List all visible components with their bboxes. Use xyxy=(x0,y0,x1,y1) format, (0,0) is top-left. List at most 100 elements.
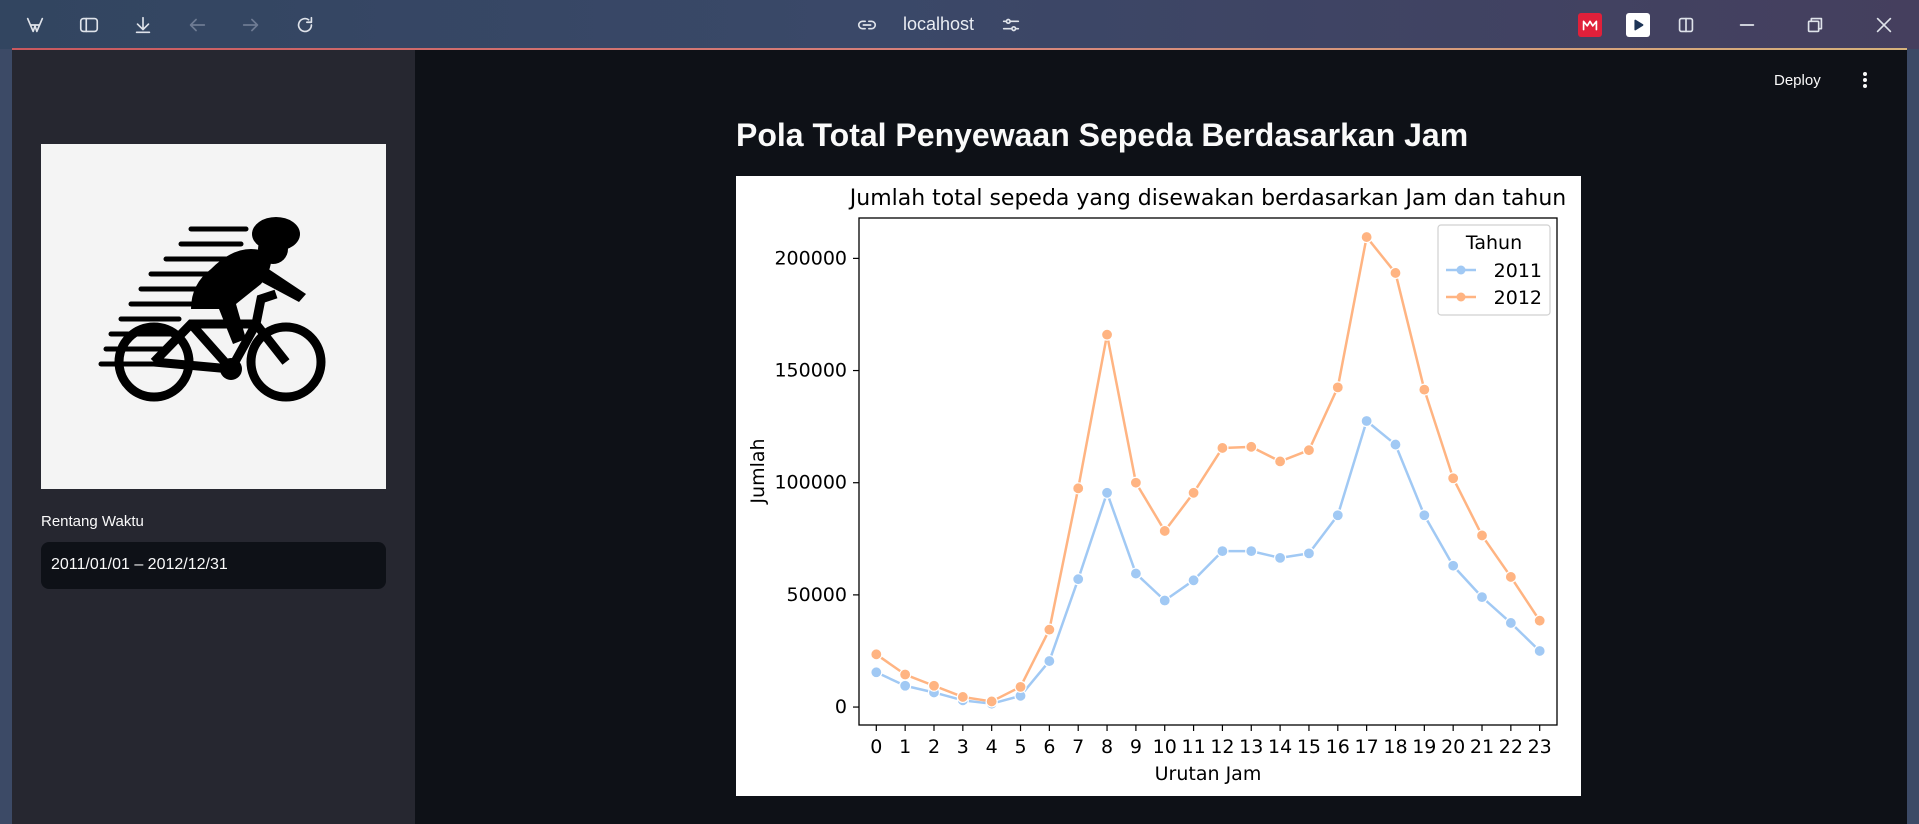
tab-accent-line xyxy=(12,48,1907,50)
restore-icon[interactable] xyxy=(1802,12,1828,38)
x-tick-label: 2 xyxy=(928,736,940,758)
x-tick-label: 7 xyxy=(1072,736,1084,758)
data-point-2011 xyxy=(1475,591,1489,604)
data-point-2011 xyxy=(1216,545,1229,558)
chart-container: Jumlah total sepeda yang disewakan berda… xyxy=(736,176,1581,796)
x-tick-label: 21 xyxy=(1470,736,1494,758)
data-point-2011 xyxy=(1129,567,1142,580)
download-icon[interactable] xyxy=(130,12,156,38)
data-point-2011 xyxy=(899,679,912,692)
close-icon[interactable] xyxy=(1871,12,1897,38)
data-point-2012 xyxy=(1475,529,1489,542)
x-tick-label: 12 xyxy=(1210,736,1234,758)
page-title: Pola Total Penyewaan Sepeda Berdasarkan … xyxy=(736,117,1469,153)
data-point-2012 xyxy=(985,695,998,708)
data-point-2012 xyxy=(1216,441,1229,455)
data-point-2012 xyxy=(899,668,912,681)
y-tick-label: 50000 xyxy=(787,584,847,606)
site-settings-icon[interactable] xyxy=(998,12,1024,38)
data-point-2012 xyxy=(1187,486,1200,499)
sidebar-toggle-icon[interactable] xyxy=(76,12,102,38)
extension-icon[interactable] xyxy=(1626,13,1650,37)
data-point-2011 xyxy=(1072,573,1085,586)
plot-area xyxy=(858,217,1558,726)
data-point-2011 xyxy=(1331,509,1344,522)
legend-label-2012: 2012 xyxy=(1494,287,1542,309)
data-point-2012 xyxy=(1245,440,1258,453)
cyclist-logo-image xyxy=(41,144,386,489)
data-point-2012 xyxy=(1447,472,1460,485)
x-tick-label: 22 xyxy=(1499,736,1523,758)
data-point-2011 xyxy=(1158,594,1171,607)
cyclist-icon xyxy=(98,217,326,402)
y-tick-label: 150000 xyxy=(774,360,847,382)
line-chart: Jumlah total sepeda yang disewakan berda… xyxy=(747,186,1566,785)
x-tick-label: 11 xyxy=(1181,736,1205,758)
y-axis-label: Jumlah xyxy=(747,438,769,504)
x-tick-label: 8 xyxy=(1101,736,1113,758)
x-tick-label: 0 xyxy=(870,736,882,758)
data-point-2012 xyxy=(1129,476,1142,489)
data-point-2011 xyxy=(1302,547,1316,560)
data-point-2012 xyxy=(1389,266,1402,280)
data-point-2011 xyxy=(1418,509,1431,522)
x-tick-label: 4 xyxy=(986,736,998,758)
back-icon[interactable] xyxy=(184,12,210,38)
minimize-icon[interactable] xyxy=(1734,12,1760,38)
x-tick-label: 19 xyxy=(1412,736,1436,758)
x-tick-label: 16 xyxy=(1326,736,1350,758)
extension-icon[interactable] xyxy=(1578,13,1602,37)
data-point-2012 xyxy=(1158,524,1171,538)
data-point-2011 xyxy=(870,666,883,679)
main-content: Deploy Pola Total Penyewaan Sepeda Berda… xyxy=(415,50,1907,824)
data-point-2012 xyxy=(927,679,941,692)
date-range-label: Rentang Waktu xyxy=(41,513,144,530)
data-point-2012 xyxy=(1072,482,1085,495)
y-tick-label: 200000 xyxy=(774,247,847,269)
data-point-2012 xyxy=(1504,570,1517,584)
browser-toolbar: localhost xyxy=(0,0,1919,50)
data-point-2011 xyxy=(1100,486,1114,499)
forward-icon[interactable] xyxy=(238,12,264,38)
data-point-2012 xyxy=(1014,680,1027,693)
date-range-input[interactable]: 2011/01/01 – 2012/12/31 xyxy=(41,542,386,589)
app-logo-icon[interactable] xyxy=(22,12,48,38)
data-point-2012 xyxy=(1418,383,1431,396)
data-point-2011 xyxy=(1245,545,1258,558)
data-point-2012 xyxy=(1302,444,1316,457)
data-point-2011 xyxy=(1533,644,1546,658)
window-edge xyxy=(1907,50,1919,824)
x-tick-label: 13 xyxy=(1239,736,1263,758)
x-tick-label: 3 xyxy=(957,736,969,758)
x-tick-label: 14 xyxy=(1268,736,1292,758)
main-menu-icon[interactable] xyxy=(1855,70,1875,92)
data-point-2011 xyxy=(1389,438,1402,451)
y-tick-label: 100000 xyxy=(774,472,847,494)
x-axis-label: Urutan Jam xyxy=(1155,763,1262,785)
x-tick-label: 1 xyxy=(899,736,911,758)
data-point-2011 xyxy=(1504,616,1517,630)
data-point-2011 xyxy=(1274,551,1287,564)
data-point-2012 xyxy=(956,690,969,704)
data-point-2012 xyxy=(1043,623,1056,636)
legend: Tahun 2011 2012 xyxy=(1437,224,1551,316)
reload-icon[interactable] xyxy=(292,12,318,38)
data-point-2012 xyxy=(1331,381,1344,394)
x-tick-label: 5 xyxy=(1014,736,1026,758)
data-point-2011 xyxy=(1360,414,1373,428)
x-tick-label: 15 xyxy=(1297,736,1321,758)
legend-label-2011: 2011 xyxy=(1494,260,1542,282)
split-view-icon[interactable] xyxy=(1673,12,1699,38)
link-icon[interactable] xyxy=(854,12,880,38)
x-tick-label: 9 xyxy=(1130,736,1142,758)
data-point-2011 xyxy=(1187,574,1200,587)
data-point-2012 xyxy=(870,648,883,661)
deploy-button[interactable]: Deploy xyxy=(1774,72,1821,89)
series-line-2011 xyxy=(875,419,1541,705)
x-tick-label: 10 xyxy=(1153,736,1177,758)
x-tick-label: 17 xyxy=(1355,736,1379,758)
data-point-2011 xyxy=(1447,559,1460,572)
x-tick-label: 20 xyxy=(1441,736,1465,758)
x-tick-label: 6 xyxy=(1043,736,1055,758)
address-bar[interactable]: localhost xyxy=(903,14,975,34)
